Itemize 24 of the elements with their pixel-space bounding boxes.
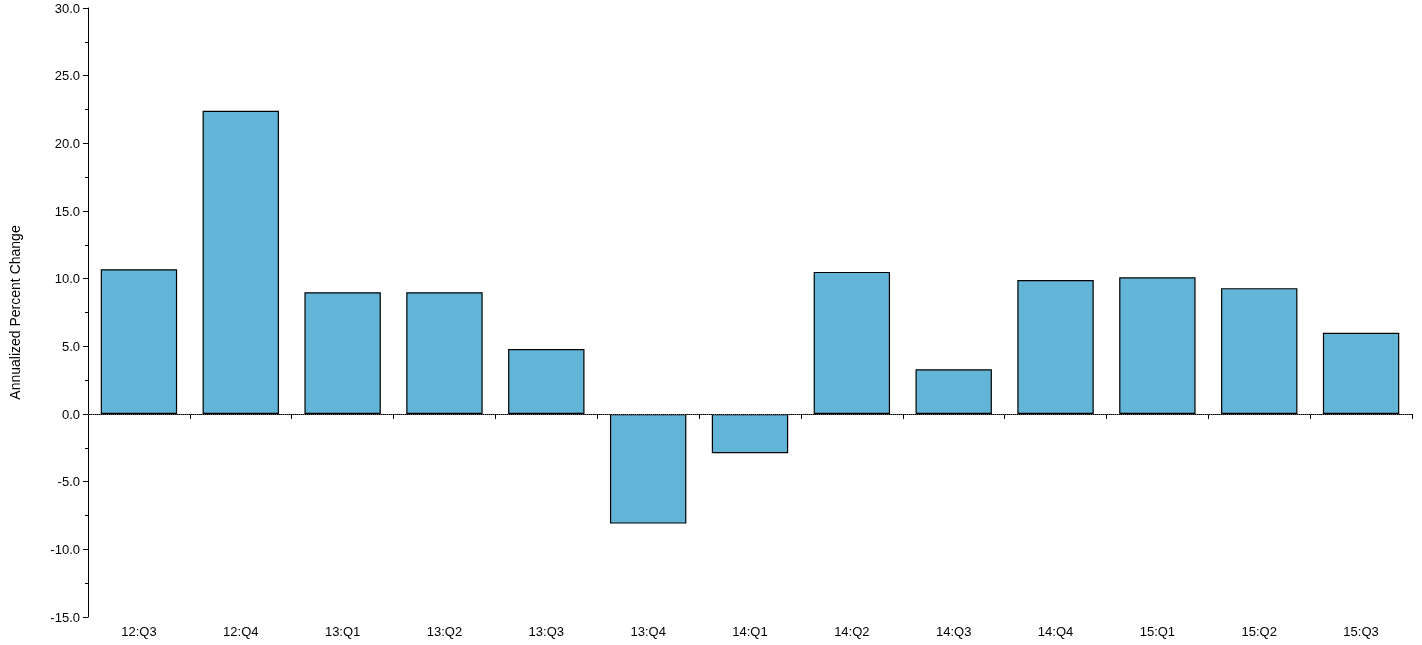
y-tick-label: 5.0 xyxy=(61,338,80,354)
y-tick-label: 10.0 xyxy=(54,271,80,287)
x-tick-label: 13:Q1 xyxy=(324,624,361,639)
x-tick-label: 15:Q1 xyxy=(1139,624,1176,639)
x-tick-label: 12:Q4 xyxy=(223,624,259,639)
y-tick-label: 15.0 xyxy=(54,203,80,219)
y-tick-label: -5.0 xyxy=(57,474,80,490)
x-tick-label: 14:Q2 xyxy=(834,624,870,639)
x-tick-label: 13:Q3 xyxy=(528,624,565,639)
x-tick-label: 13:Q2 xyxy=(426,624,463,639)
x-tick-label: 14:Q1 xyxy=(732,624,768,639)
y-tick-label: -10.0 xyxy=(50,541,80,557)
y-tick-label: 20.0 xyxy=(54,135,80,151)
x-tick-label: 14:Q3 xyxy=(935,624,972,639)
y-axis-title: Annualized Percent Change xyxy=(7,225,23,400)
x-tick-label: 13:Q4 xyxy=(630,624,666,639)
y-tick-label: 25.0 xyxy=(54,68,80,84)
x-tick-label: 14:Q4 xyxy=(1037,624,1074,639)
y-tick-label: 30.0 xyxy=(54,0,80,16)
x-tick-label: 12:Q3 xyxy=(121,624,157,639)
x-tick-label: 15:Q3 xyxy=(1343,624,1379,639)
y-tick-label: 0.0 xyxy=(61,406,80,422)
y-tick-label: -15.0 xyxy=(50,609,80,625)
x-tick-label: 15:Q2 xyxy=(1241,624,1277,639)
